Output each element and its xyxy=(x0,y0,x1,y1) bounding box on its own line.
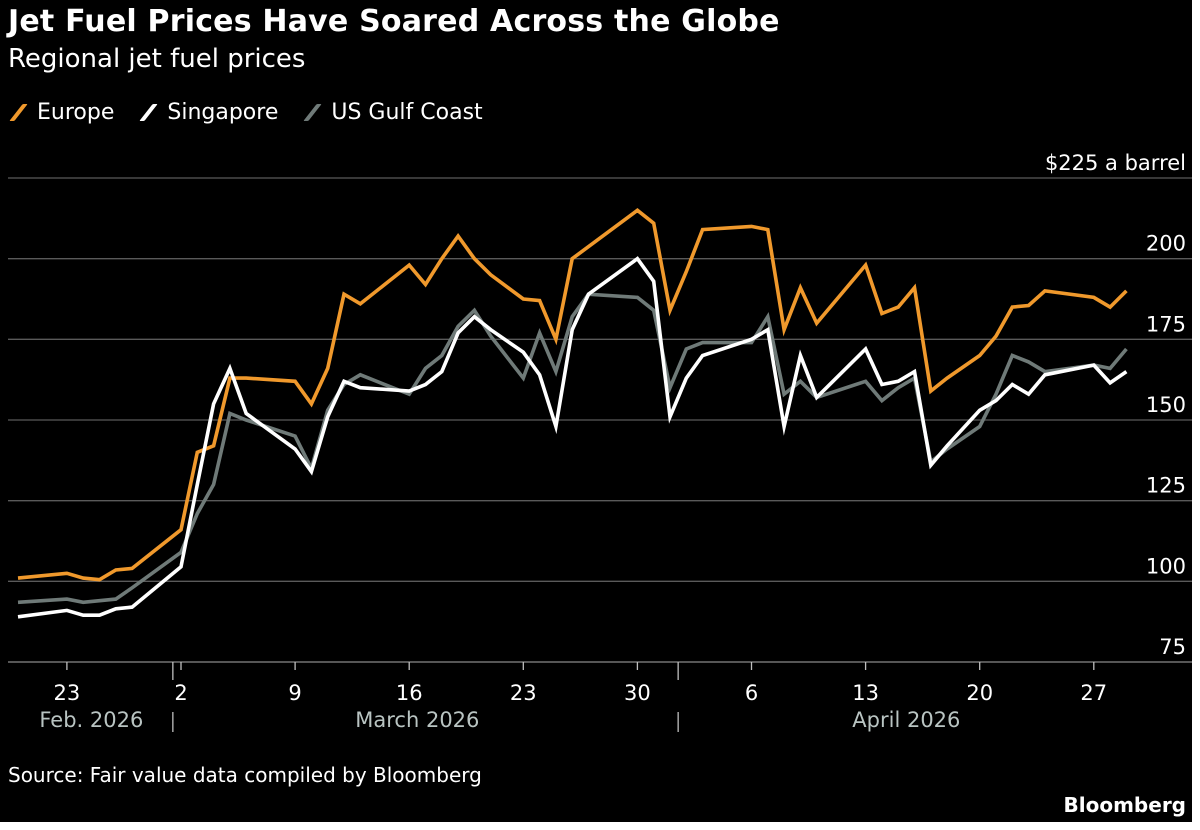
month-label: Feb. 2026 xyxy=(39,708,143,732)
y-tick-label: 200 xyxy=(1146,232,1186,256)
x-tick-label: 23 xyxy=(54,681,81,705)
chart-subtitle: Regional jet fuel prices xyxy=(8,44,306,74)
y-tick-label: 150 xyxy=(1146,393,1186,417)
x-tick-label: 23 xyxy=(510,681,537,705)
month-label: March 2026 xyxy=(355,708,479,732)
x-tick-label: 6 xyxy=(745,681,758,705)
month-label: April 2026 xyxy=(852,708,960,732)
x-tick-label: 9 xyxy=(288,681,301,705)
gridlines xyxy=(8,177,1192,663)
legend-item-singapore: Singapore xyxy=(138,100,278,125)
legend: Europe Singapore US Gulf Coast xyxy=(8,100,507,125)
x-tick-label: 16 xyxy=(396,681,423,705)
legend-item-us-gulf-coast: US Gulf Coast xyxy=(302,100,483,125)
chart-title: Jet Fuel Prices Have Soared Across the G… xyxy=(8,4,780,39)
series-line-singapore xyxy=(17,256,1128,619)
y-tick-label: 175 xyxy=(1146,312,1186,336)
legend-label-singapore: Singapore xyxy=(167,100,279,125)
y-tick-label: 125 xyxy=(1146,474,1186,498)
legend-label-europe: Europe xyxy=(37,100,115,125)
x-axis: 23 2 9 16 23 30 6 13 20 27 Feb. 2026 March 2026 Apri… xyxy=(39,662,1107,732)
legend-item-europe: Europe xyxy=(8,100,114,125)
legend-label-us-gulf-coast: US Gulf Coast xyxy=(331,100,483,125)
y-axis-labels: 75 100 125 150 175 200 $225 a barrel xyxy=(1045,151,1186,659)
y-tick-label: 100 xyxy=(1146,554,1186,578)
x-tick-label: 13 xyxy=(852,681,879,705)
source-note: Source: Fair value data compiled by Bloo… xyxy=(8,763,482,787)
y-tick-label: 75 xyxy=(1159,635,1186,659)
x-tick-label: 20 xyxy=(966,681,993,705)
series-line-europe xyxy=(17,208,1128,582)
series-lines xyxy=(17,208,1128,619)
x-tick-label: 27 xyxy=(1080,681,1107,705)
bloomberg-logo: Bloomberg xyxy=(1063,793,1186,817)
y-tick-label: $225 a barrel xyxy=(1045,151,1186,175)
x-tick-label: 2 xyxy=(174,681,187,705)
line-chart: 75 100 125 150 175 200 $225 a barrel 23 2 9 16 23 3… xyxy=(8,151,1192,732)
x-tick-label: 30 xyxy=(624,681,651,705)
